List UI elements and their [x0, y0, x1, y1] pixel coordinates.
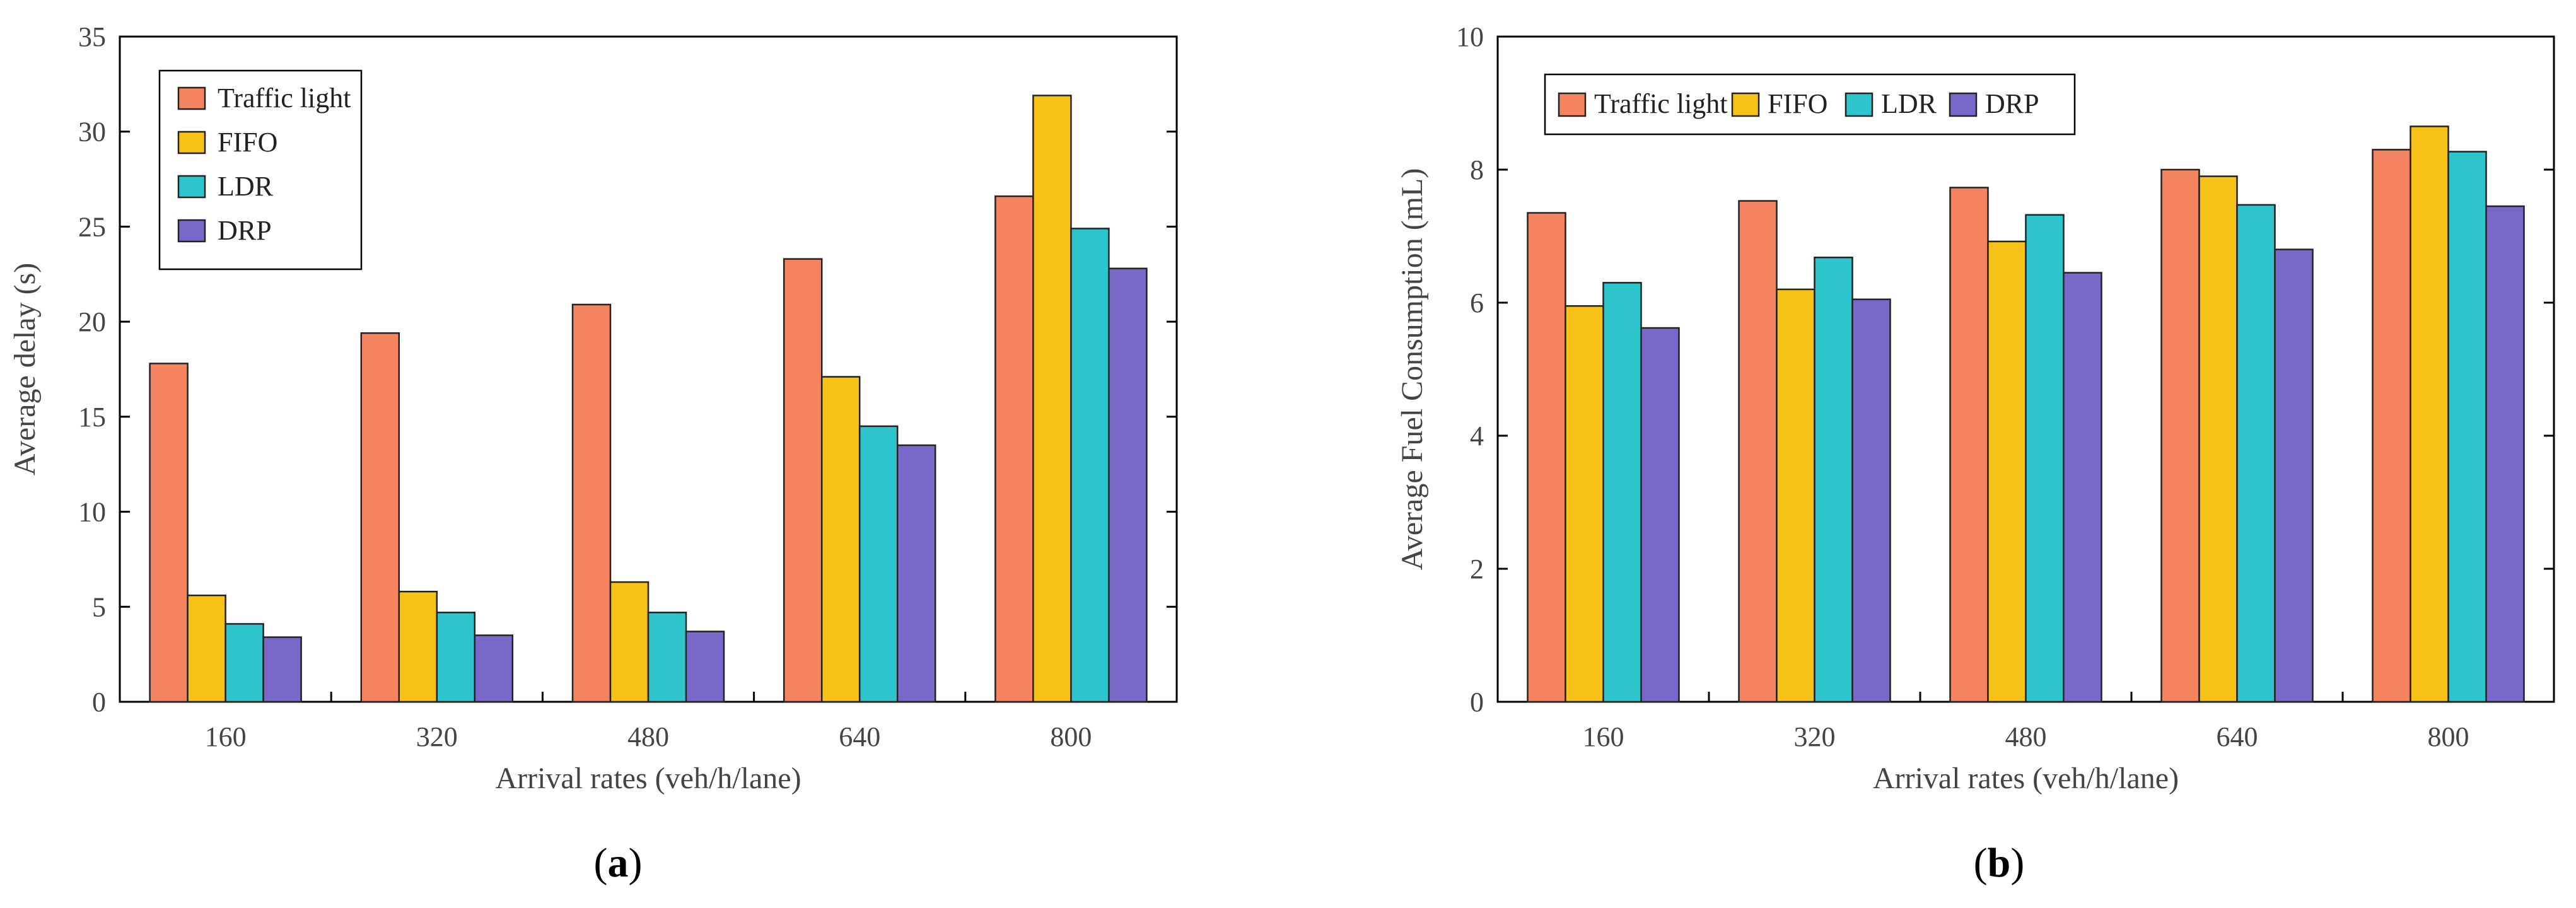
- y-tick-label: 15: [78, 402, 106, 433]
- legend-label: Traffic light: [218, 83, 351, 114]
- x-tick-label: 640: [839, 721, 880, 752]
- bar-drp: [262, 636, 302, 703]
- legend-label: DRP: [218, 215, 272, 246]
- bar-drp: [896, 444, 936, 703]
- panel-label-part: b: [1988, 840, 2011, 886]
- bar-fifo: [2410, 125, 2449, 703]
- bar-fifo: [1987, 240, 2027, 703]
- bar-ldr: [858, 425, 899, 703]
- bar-drp: [2485, 205, 2525, 703]
- legend: Traffic light FIFO LDR DRP: [158, 69, 363, 271]
- bar-ldr: [1602, 282, 1642, 703]
- chart-a: 0 5 10 15 20 25 30 35 160 320 480 640 800 Arrival rat…: [8, 21, 1178, 886]
- bar-ldr: [436, 612, 476, 703]
- bar-traffic-light: [1949, 187, 1989, 703]
- panel-label: (b): [1974, 840, 2025, 886]
- legend-swatch: [177, 86, 206, 110]
- legend-label: FIFO: [1768, 88, 1827, 119]
- bar-traffic-light: [571, 303, 612, 703]
- bar-ldr: [1814, 257, 1853, 703]
- bar-fifo: [2198, 175, 2238, 703]
- legend-swatch: [1845, 92, 1874, 117]
- bar-ldr: [224, 623, 264, 703]
- bar-traffic-light: [149, 363, 189, 703]
- y-axis-title: Average delay (s): [8, 263, 42, 476]
- legend-label: LDR: [218, 171, 274, 202]
- legend-swatch: [177, 175, 206, 199]
- legend-swatch: [1949, 92, 1978, 117]
- legend-swatch: [1731, 92, 1760, 117]
- x-tick-label: 320: [416, 721, 458, 752]
- bar-drp: [1108, 267, 1148, 703]
- x-axis-title: Arrival rates (veh/h/lane): [1873, 762, 2179, 795]
- panel-label-part: a: [608, 840, 629, 886]
- legend-label: DRP: [1985, 88, 2039, 119]
- y-tick-label: 10: [78, 497, 106, 528]
- panel-label-part: (: [1974, 840, 1988, 886]
- legend: Traffic light FIFO LDR DRP: [1544, 73, 2076, 136]
- bar-fifo: [187, 594, 226, 703]
- y-tick-label: 4: [1470, 421, 1484, 451]
- bar-drp: [1851, 298, 1891, 703]
- legend-label: FIFO: [218, 127, 277, 158]
- y-tick-label: 10: [1456, 21, 1484, 52]
- y-tick-label: 30: [78, 117, 106, 148]
- legend-swatch: [177, 131, 206, 154]
- y-tick-label: 0: [1470, 687, 1484, 718]
- x-tick-label: 160: [1583, 721, 1624, 752]
- legend-box: [1544, 73, 2076, 136]
- bar-fifo: [398, 590, 438, 703]
- bar-ldr: [647, 612, 687, 703]
- y-tick-label: 5: [92, 591, 106, 622]
- panel-label-part: ): [2010, 840, 2024, 886]
- y-tick-label: 8: [1470, 154, 1484, 185]
- panel-label-part: (: [594, 840, 608, 886]
- x-tick-label: 320: [1794, 721, 1836, 752]
- x-tick-label: 800: [2428, 721, 2469, 752]
- bar-ldr: [2025, 214, 2065, 703]
- bar-ldr: [2447, 151, 2487, 703]
- x-tick-label: 640: [2217, 721, 2258, 752]
- legend-label: Traffic light: [1594, 88, 1727, 119]
- bar-fifo: [1776, 288, 1815, 703]
- y-tick-label: 25: [78, 211, 106, 242]
- x-tick-label: 160: [205, 721, 247, 752]
- bar-drp: [474, 634, 514, 703]
- legend-swatch: [1558, 92, 1587, 117]
- legend-swatch: [177, 219, 206, 243]
- bar-ldr: [1070, 228, 1110, 703]
- x-tick-label: 480: [627, 721, 669, 752]
- y-tick-label: 35: [78, 21, 106, 52]
- chart-b: 0 2 4 6 8 10 160 320 480 640 800 Arrival rates (veh…: [1396, 21, 2555, 886]
- bar-traffic-light: [994, 195, 1034, 703]
- x-tick-label: 480: [2005, 721, 2047, 752]
- y-axis-title: Average Fuel Consumption (mL): [1396, 168, 1429, 571]
- bar-traffic-light: [2160, 168, 2200, 703]
- bar-traffic-light: [1738, 200, 1778, 703]
- bar-traffic-light: [1527, 212, 1566, 703]
- bar-drp: [2063, 272, 2102, 703]
- x-axis-title: Arrival rates (veh/h/lane): [495, 762, 801, 795]
- y-tick-label: 20: [78, 306, 106, 337]
- bar-traffic-light: [360, 332, 400, 703]
- bar-ldr: [2236, 204, 2276, 703]
- legend-label: LDR: [1881, 88, 1937, 119]
- panel-label: (a): [594, 840, 643, 886]
- bar-drp: [2274, 248, 2314, 703]
- bar-fifo: [1565, 305, 1604, 703]
- y-tick-label: 6: [1470, 288, 1484, 318]
- bar-traffic-light: [783, 258, 823, 703]
- bar-fifo: [609, 581, 650, 703]
- bar-traffic-light: [2372, 149, 2411, 703]
- panel-label-part: ): [629, 840, 643, 886]
- y-tick-label: 0: [92, 687, 106, 718]
- x-tick-label: 800: [1050, 721, 1092, 752]
- y-tick-label: 2: [1470, 554, 1484, 585]
- bar-fifo: [820, 376, 861, 703]
- bar-drp: [1640, 327, 1680, 703]
- bar-drp: [685, 631, 725, 703]
- bar-fifo: [1032, 95, 1072, 703]
